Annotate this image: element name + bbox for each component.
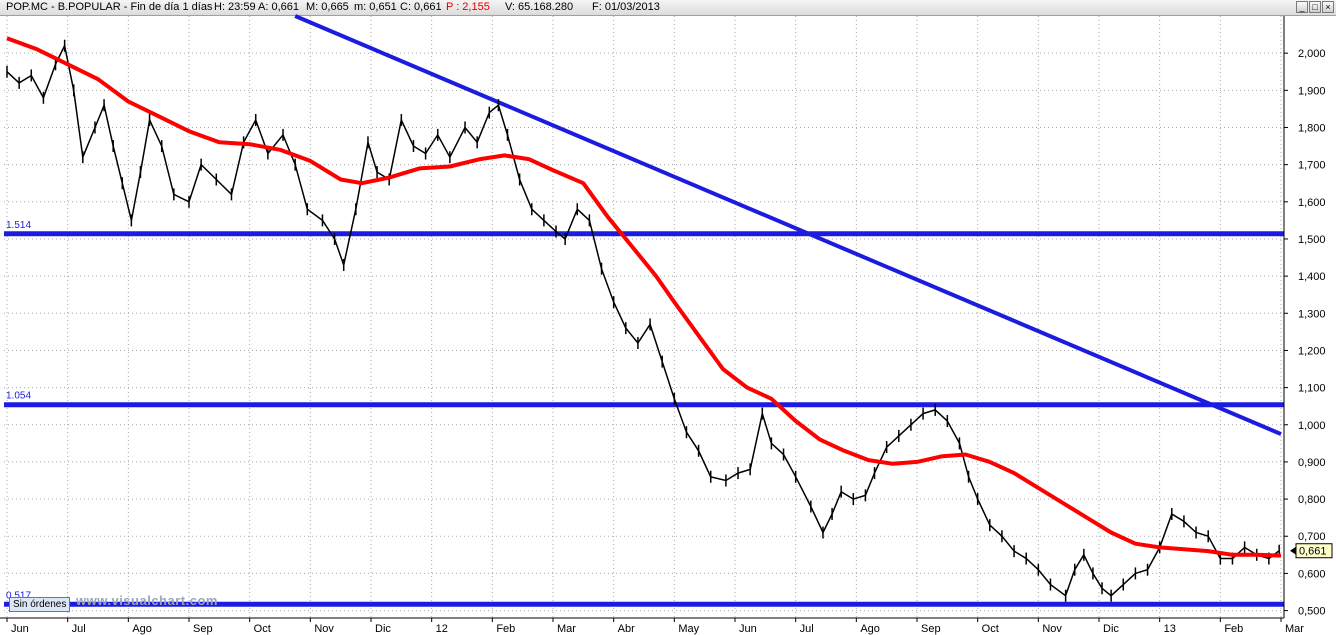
title-time: H: 23:59 xyxy=(214,1,256,13)
support-lines: 1.514 1.054 0.517 xyxy=(4,220,1284,607)
y-tick-label: 1,500 xyxy=(1298,234,1326,246)
y-tick-label: 0,600 xyxy=(1298,568,1326,580)
x-tick-label: Mar xyxy=(557,623,576,635)
support-line-label: 0.517 xyxy=(6,590,31,601)
x-tick-label: Ago xyxy=(860,623,880,635)
y-tick-label: 1,800 xyxy=(1298,122,1326,134)
title-date: F: 01/03/2013 xyxy=(592,1,660,13)
grid xyxy=(4,16,1284,618)
x-tick-label: 13 xyxy=(1164,623,1176,635)
y-tick-label: 0,500 xyxy=(1298,606,1326,618)
trend-line-group xyxy=(294,14,1282,436)
x-tick-label: Sep xyxy=(193,623,213,635)
support-line-label: 1.514 xyxy=(6,220,31,231)
support-line-label: 1.054 xyxy=(6,391,31,402)
last-price-label: 0,661 xyxy=(1299,546,1327,558)
minimize-button[interactable]: _ xyxy=(1296,1,1308,13)
x-tick-label: Mar xyxy=(1285,623,1304,635)
title-low: m: 0,651 xyxy=(354,1,397,13)
moving-average-line xyxy=(6,36,1282,558)
x-tick-label: Feb xyxy=(496,623,515,635)
y-tick-label: 1,000 xyxy=(1298,420,1326,432)
y-tick-label: 0,900 xyxy=(1298,457,1326,469)
x-tick-label: Nov xyxy=(1042,623,1062,635)
x-tick-label: Oct xyxy=(254,623,271,635)
title-volume: V: 65.168.280 xyxy=(505,1,574,13)
x-tick-label: Jun xyxy=(11,623,29,635)
x-tick-label: Jul xyxy=(800,623,814,635)
title-symbol: POP.MC - B.POPULAR - Fin de día 1 días xyxy=(6,1,213,13)
x-tick-label: Ago xyxy=(132,623,152,635)
price-series-group xyxy=(6,39,1280,602)
title-close: C: 0,661 xyxy=(400,1,442,13)
x-tick-label: Jun xyxy=(739,623,757,635)
y-tick-label: 1,600 xyxy=(1298,197,1326,209)
title-open: A: 0,661 xyxy=(258,1,299,13)
trend-line xyxy=(294,14,1282,436)
close-button[interactable]: × xyxy=(1322,1,1334,13)
y-tick-label: 1,100 xyxy=(1298,383,1326,395)
last-price-pointer xyxy=(1290,546,1296,555)
y-tick-label: 1,200 xyxy=(1298,345,1326,357)
y-tick-label: 0,800 xyxy=(1298,494,1326,506)
x-tick-label: Jul xyxy=(72,623,86,635)
y-tick-label: 1,700 xyxy=(1298,160,1326,172)
chart-window-titlebar: POP.MC - B.POPULAR - Fin de día 1 días H… xyxy=(0,0,1336,16)
maximize-button[interactable]: □ xyxy=(1309,1,1321,13)
orders-status-badge[interactable]: Sin órdenes xyxy=(9,597,71,612)
moving-average-group xyxy=(6,36,1282,558)
title-previous: P : 2,155 xyxy=(446,1,490,13)
x-tick-label: Dic xyxy=(375,623,391,635)
axes: 0,500 0,600 0,700 0,800 0,900 1,000 1,100 1,200… xyxy=(0,16,1326,635)
y-tick-label: 1,300 xyxy=(1298,308,1326,320)
x-tick-label: 12 xyxy=(436,623,448,635)
title-high: M: 0,665 xyxy=(306,1,349,13)
price-line xyxy=(6,43,1280,597)
x-tick-label: May xyxy=(678,623,699,635)
y-tick-label: 1,900 xyxy=(1298,85,1326,97)
x-tick-label: Oct xyxy=(982,623,999,635)
watermark: www.visualchart.com xyxy=(76,593,218,608)
x-tick-label: Nov xyxy=(314,623,334,635)
last-price-group: 0,661 xyxy=(1290,543,1333,559)
y-tick-label: 2,000 xyxy=(1298,48,1326,60)
x-tick-label: Sep xyxy=(921,623,941,635)
x-tick-label: Abr xyxy=(618,623,635,635)
x-tick-label: Dic xyxy=(1103,623,1119,635)
x-tick-label: Feb xyxy=(1224,623,1243,635)
y-tick-label: 0,700 xyxy=(1298,531,1326,543)
y-tick-label: 1,400 xyxy=(1298,271,1326,283)
